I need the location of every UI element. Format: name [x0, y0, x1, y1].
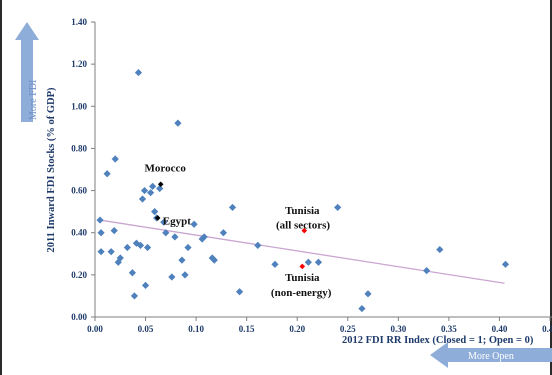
data-point: [168, 273, 176, 281]
data-point: [141, 281, 150, 289]
data-point: [301, 227, 308, 234]
data-point: [140, 186, 149, 195]
data-point: [334, 203, 342, 212]
x-tick-label: 0.15: [239, 324, 255, 334]
more-fdi-hint: More FDI: [28, 80, 39, 120]
x-ticks: 0.00 0.05 0.10 0.15 0.20 0.25 0.30 0.35 0.40 0.45: [87, 317, 552, 334]
annotation-label: Egypt: [163, 215, 191, 227]
annotation-label: Tunisia: [285, 272, 320, 284]
data-point: [134, 68, 143, 77]
x-tick-label: 0.05: [138, 324, 154, 334]
y-tick-label: 1.00: [71, 101, 87, 111]
data-point: [110, 227, 118, 235]
data-point: [304, 258, 312, 266]
annotation-label: Tunisia: [285, 205, 320, 217]
data-point: [358, 304, 366, 313]
y-tick-label: 0.20: [71, 270, 87, 280]
data-point: [107, 248, 115, 256]
data-point: [97, 248, 105, 256]
data-point: [162, 229, 170, 237]
more-fdi-arrow: More FDI: [15, 22, 39, 122]
y-tick-label: 0.60: [71, 186, 87, 196]
data-point: [364, 290, 372, 298]
data-point: [151, 208, 159, 216]
data-point: [314, 258, 323, 266]
data-point: [154, 215, 161, 221]
data-point: [96, 216, 104, 224]
data-point: [171, 233, 179, 241]
data-point: [174, 119, 182, 127]
y-axis-title: 2011 Inward FDI Stocks (% of GDP): [46, 87, 57, 253]
x-tick-label: 0.00: [87, 324, 103, 334]
data-point: [181, 271, 189, 279]
data-point: [149, 182, 157, 190]
data-point: [254, 241, 262, 249]
data-point: [271, 260, 279, 268]
x-tick-label: 0.30: [390, 324, 406, 334]
x-axis-title: 2012 FDI RR Index (Closed = 1; Open = 0): [342, 335, 534, 346]
data-point: [184, 243, 192, 252]
data-point: [210, 256, 218, 264]
data-point: [111, 155, 119, 163]
annotation-label: (all sectors): [276, 220, 330, 232]
data-point: [116, 254, 124, 262]
x-tick-label: 0.10: [188, 324, 204, 334]
data-point: [156, 184, 164, 193]
x-tick-label: 0.25: [340, 324, 356, 334]
data-point: [299, 263, 306, 270]
annotation-label: (non-energy): [271, 287, 332, 299]
data-point: [235, 288, 244, 296]
y-ticks: 0.00 0.20 0.40 0.60 0.80 1.00 1.20 1.40: [71, 17, 95, 322]
y-tick-label: 0.40: [71, 228, 87, 238]
data-point: [143, 243, 152, 252]
y-tick-label: 0.00: [71, 312, 87, 322]
data-point: [138, 195, 147, 203]
data-point: [219, 229, 228, 237]
data-point: [123, 243, 131, 252]
data-point: [136, 241, 145, 249]
y-tick-label: 0.80: [71, 143, 87, 153]
data-point: [103, 170, 111, 178]
trend-line: [99, 219, 505, 284]
data-point: [130, 292, 139, 300]
data-point: [501, 260, 510, 268]
data-point: [228, 203, 237, 212]
data-point: [157, 181, 164, 188]
data-point: [128, 269, 137, 277]
annotations: Morocco Egypt Tunisia (all sectors) Tunisia (…: [145, 163, 332, 299]
more-open-hint: More Open: [468, 351, 514, 362]
data-point: [147, 189, 155, 197]
data-point: [160, 218, 168, 226]
annotation-label: Morocco: [145, 163, 187, 175]
x-tick-label: 0.45: [542, 324, 552, 334]
y-tick-label: 1.20: [71, 59, 87, 69]
y-tick-label: 1.40: [71, 17, 87, 27]
data-point: [423, 267, 431, 275]
data-point: [97, 229, 105, 237]
x-tick-label: 0.20: [289, 324, 305, 334]
x-tick-label: 0.35: [441, 324, 457, 334]
data-point: [190, 220, 198, 228]
data-point: [178, 256, 186, 264]
data-points: [96, 68, 510, 313]
more-open-arrow: More Open: [430, 342, 552, 368]
x-tick-label: 0.40: [492, 324, 508, 334]
data-point: [436, 245, 444, 254]
data-point: [200, 233, 208, 241]
